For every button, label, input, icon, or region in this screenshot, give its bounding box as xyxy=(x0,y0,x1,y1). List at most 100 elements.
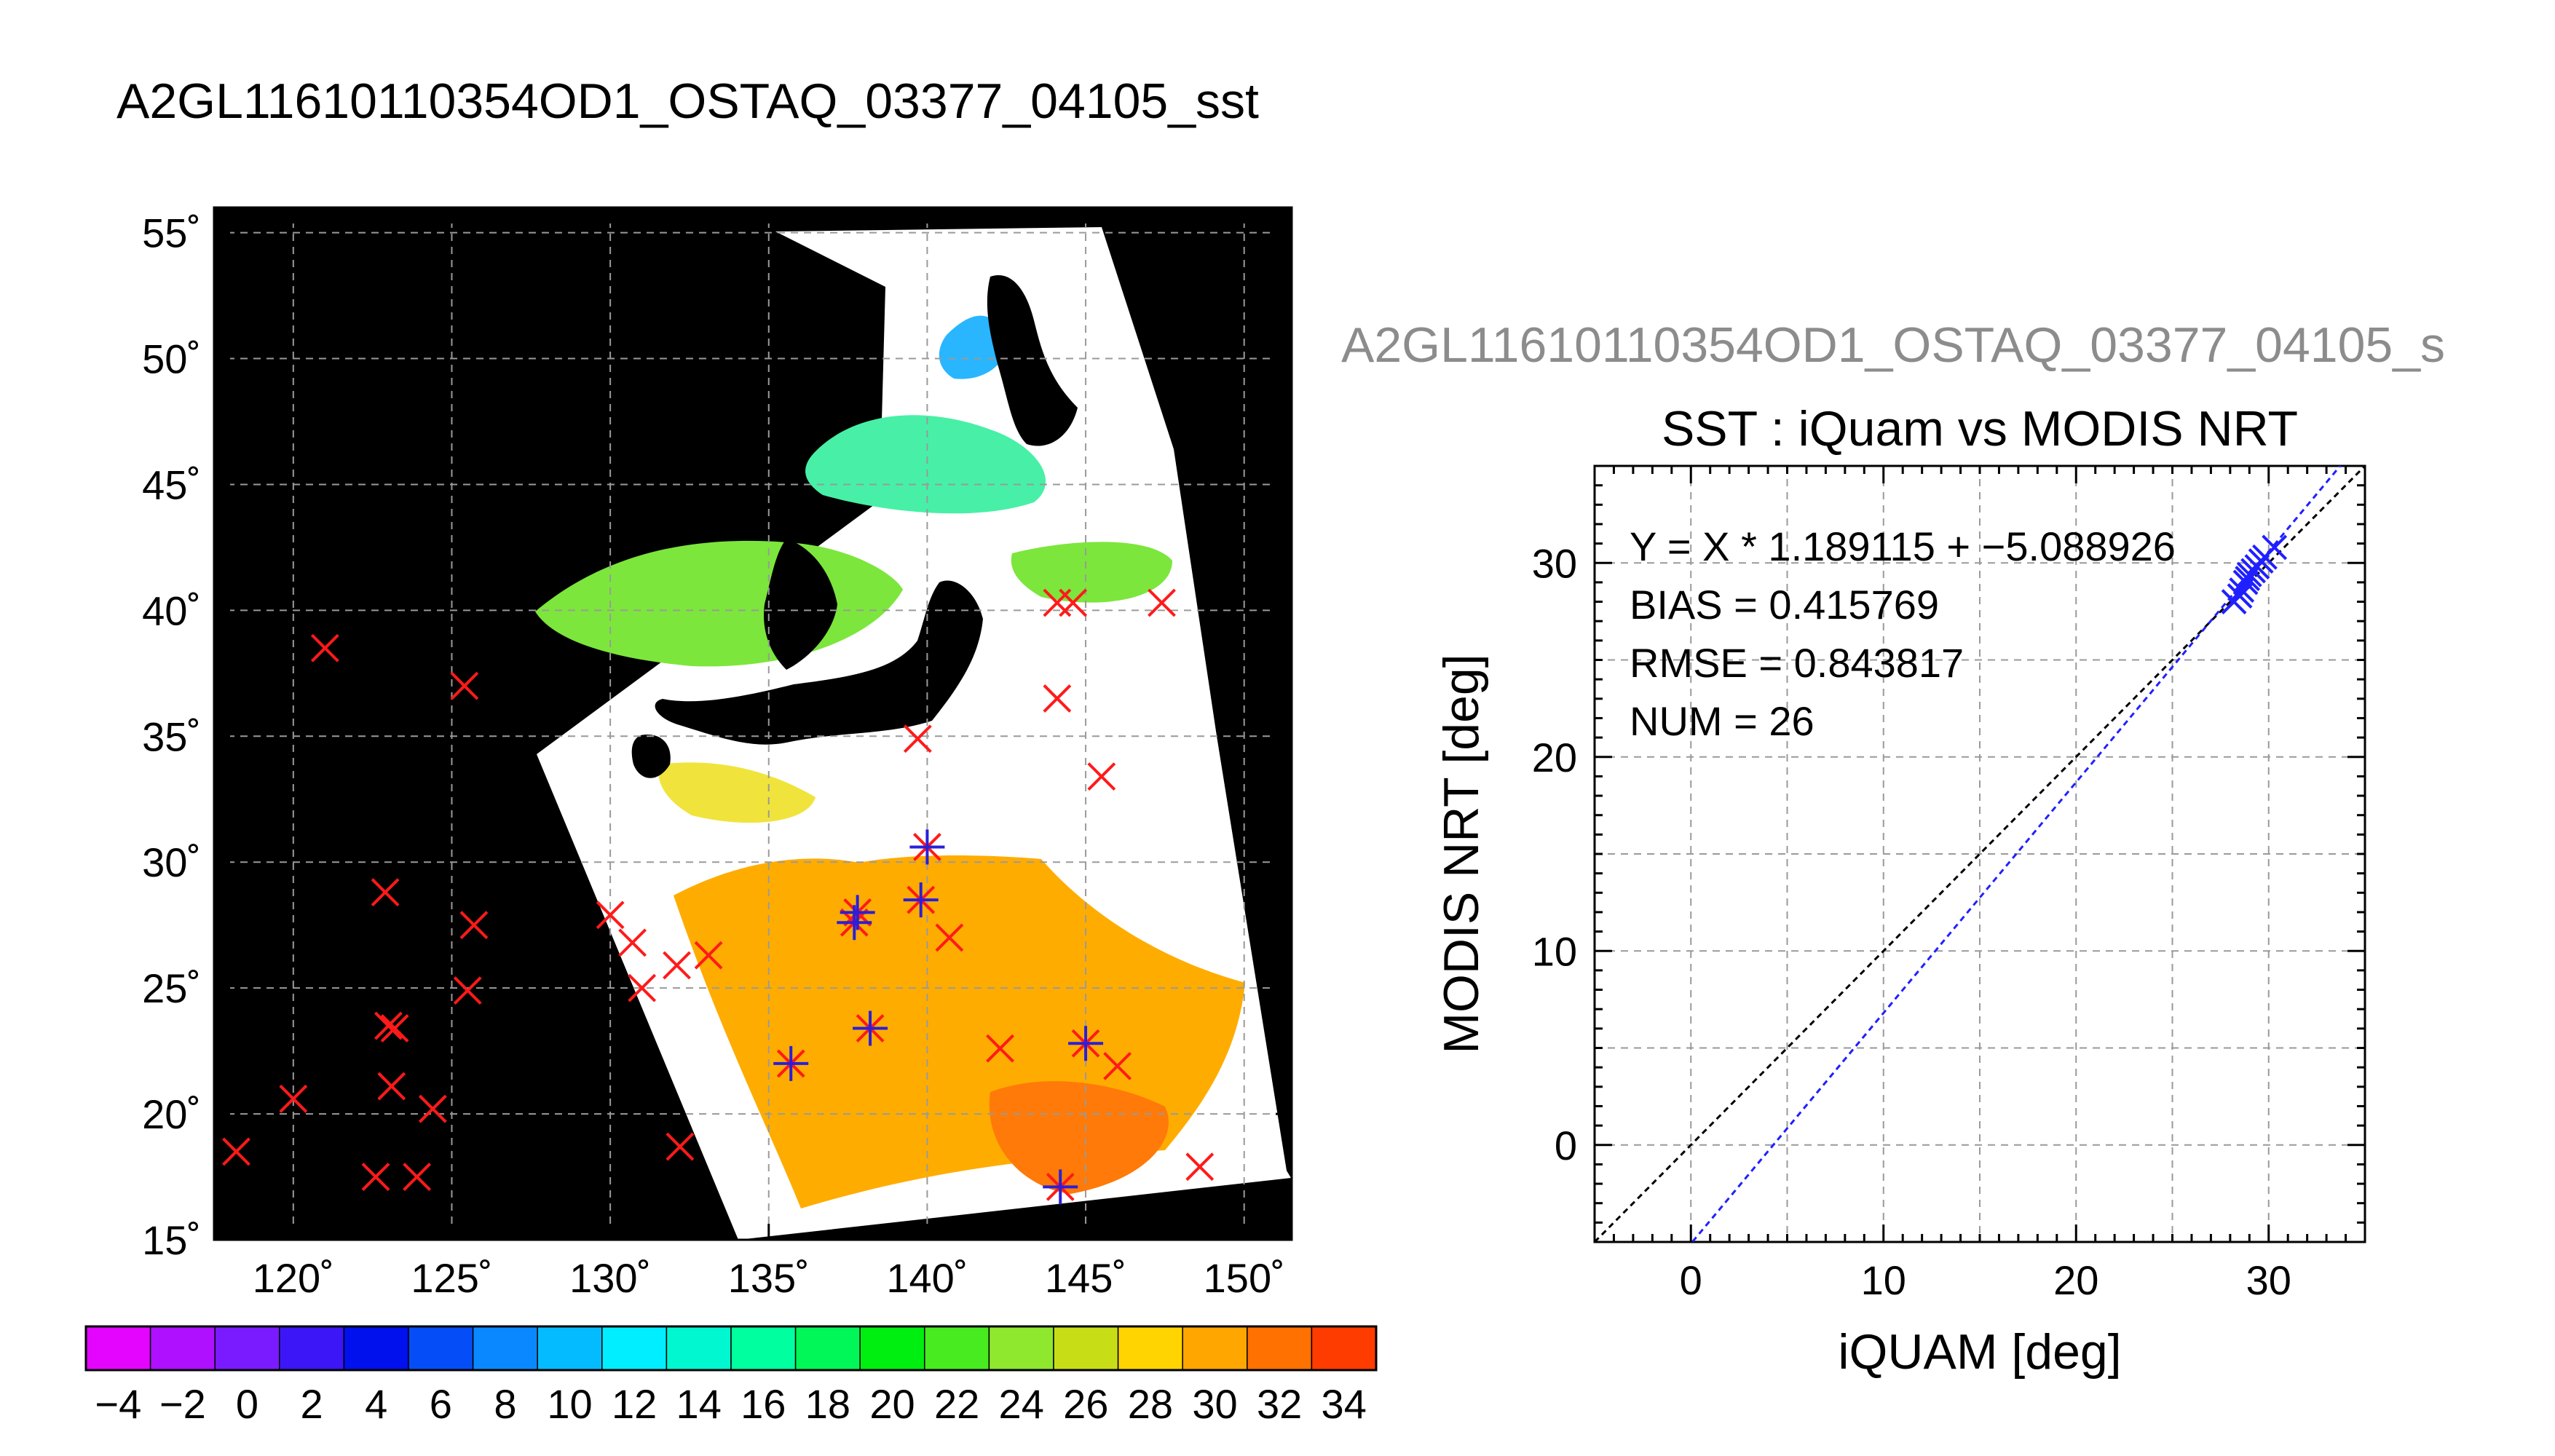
fit-equation: Y = X * 1.189115 + −5.088926 xyxy=(1630,523,2176,569)
scatter-point xyxy=(2262,534,2288,561)
colorbar-cell xyxy=(1247,1326,1313,1371)
map-marker-x xyxy=(628,973,657,1002)
map-marker-plus xyxy=(773,1045,809,1081)
land-hokkaido xyxy=(987,275,1078,446)
colorbar-cell xyxy=(214,1326,280,1371)
map-marker-x xyxy=(380,1014,409,1042)
map-tick-label-x: 130˚ xyxy=(569,1255,651,1301)
colorbar-tick-label: 32 xyxy=(1257,1381,1302,1427)
map-tick-label-y: 55˚ xyxy=(142,210,201,256)
colorbar-tick-label: 0 xyxy=(236,1381,258,1427)
map-tick-label-y: 35˚ xyxy=(142,713,201,759)
sst-patch-temperate-east xyxy=(1011,542,1172,603)
map-tick-label-x: 120˚ xyxy=(253,1255,334,1301)
map-marker-x xyxy=(935,923,964,952)
scatter-tick-label-x: 10 xyxy=(1861,1257,1906,1303)
land-kyushu xyxy=(631,735,671,778)
colorbar-tick-label: 16 xyxy=(741,1381,786,1427)
land-sakhalin xyxy=(829,328,866,399)
scatter-title: SST : iQuam vs MODIS NRT xyxy=(1662,401,2298,456)
map-marker-x xyxy=(403,1163,432,1191)
colorbar-cell xyxy=(279,1326,345,1371)
colorbar-tick-label: 18 xyxy=(805,1381,850,1427)
colorbar-cell xyxy=(730,1326,797,1371)
map-marker-x xyxy=(986,1034,1014,1063)
sst-patch-subarctic xyxy=(939,315,1006,379)
land-honshu xyxy=(655,580,983,745)
land-masses xyxy=(631,275,1078,778)
map-marker-x xyxy=(666,1132,695,1161)
colorbar-cell xyxy=(85,1326,151,1371)
bias-stat: BIAS = 0.415769 xyxy=(1630,582,1939,628)
map-marker-plus xyxy=(1043,1169,1078,1205)
colorbar-tick-label: −2 xyxy=(159,1381,206,1427)
map-marker-x xyxy=(903,724,932,753)
map-marker-x xyxy=(222,1137,250,1166)
map-marker-x xyxy=(377,1072,406,1101)
map-tick-label-x: 145˚ xyxy=(1045,1255,1126,1301)
map-marker-x xyxy=(450,671,479,700)
map-tick-label-y: 50˚ xyxy=(142,336,201,382)
map-markers xyxy=(222,588,1215,1205)
map-axis-ticks: 120˚ 125˚ 130˚ 135˚ 140˚ 145˚ 150˚ 15˚ 20˚ 25˚ 30˚… xyxy=(142,207,1292,1301)
map-marker-x xyxy=(361,1163,390,1191)
colorbar-tick-label: 10 xyxy=(547,1381,592,1427)
secondary-title: A2GL11610110354OD1_OSTAQ_03377_04105_s xyxy=(1341,317,2445,373)
colorbar-cell xyxy=(1117,1326,1183,1371)
colorbar-tick-label: 2 xyxy=(301,1381,323,1427)
scatter-annotations: Y = X * 1.189115 + −5.088926 BIAS = 0.41… xyxy=(1630,523,2176,744)
map-tick-label-y: 30˚ xyxy=(142,839,201,885)
colorbar-cell xyxy=(343,1326,409,1371)
colorbar-cell xyxy=(859,1326,925,1371)
scatter-point xyxy=(2227,583,2253,609)
scatter-tick-label-y: 10 xyxy=(1532,928,1577,974)
map-marker-x xyxy=(1185,1152,1215,1182)
colorbar-cell xyxy=(149,1326,216,1371)
map-marker-plus xyxy=(1068,1026,1104,1061)
x-axis-label: iQUAM [deg] xyxy=(1838,1324,2121,1380)
scatter-tick-label-x: 30 xyxy=(2246,1257,2291,1303)
scatter-tick-label-y: 30 xyxy=(1532,540,1577,586)
map-marker-x xyxy=(618,928,647,957)
colorbar-tick-label: 28 xyxy=(1128,1381,1173,1427)
scatter-tick-label-x: 20 xyxy=(2053,1257,2098,1303)
map-marker-x xyxy=(1103,1051,1132,1080)
colorbar-tick-label: −4 xyxy=(95,1381,141,1427)
map-tick-label-y: 25˚ xyxy=(142,965,201,1011)
num-stat: NUM = 26 xyxy=(1630,698,1814,744)
scatter-tick-label-x: 0 xyxy=(1680,1257,1702,1303)
colorbar-tick-label: 34 xyxy=(1322,1381,1367,1427)
map-marker-x xyxy=(374,1011,403,1040)
map-marker-plus xyxy=(837,905,872,941)
colorbar-cell xyxy=(1053,1326,1119,1371)
colorbar-cell xyxy=(794,1326,861,1371)
colorbar-tick-label: 20 xyxy=(869,1381,915,1427)
colorbar-frame xyxy=(84,1325,1378,1372)
colorbar-cell xyxy=(988,1326,1054,1371)
map-tick-label-x: 125˚ xyxy=(411,1255,492,1301)
map-marker-x xyxy=(371,878,400,907)
scatter-panel: SST : iQuam vs MODIS NRT 0 10 20 300102030 … xyxy=(1434,401,2366,1380)
map-grid xyxy=(214,207,1292,1241)
sst-patch-tropical xyxy=(989,1081,1169,1194)
main-title: A2GL11610110354OD1_OSTAQ_03377_04105_sst xyxy=(117,74,1259,129)
map-marker-x xyxy=(310,633,339,662)
colorbar-cell xyxy=(666,1326,732,1371)
sst-patch-warm xyxy=(658,762,816,823)
colorbar-tick-label: 22 xyxy=(934,1381,979,1427)
colorbar-tick-label: 14 xyxy=(676,1381,722,1427)
colorbar-cell xyxy=(924,1326,990,1371)
map-marker-plus xyxy=(903,882,939,918)
map-marker-x xyxy=(694,941,723,970)
colorbar-cell xyxy=(472,1326,538,1371)
map-marker-plus xyxy=(840,895,875,930)
map-tick-label-y: 40˚ xyxy=(142,587,201,633)
map-marker-x xyxy=(418,1094,447,1123)
scatter-tick-label-y: 20 xyxy=(1532,735,1577,780)
map-marker-x xyxy=(1148,588,1176,617)
colorbar-tick-label: 4 xyxy=(365,1381,387,1427)
map-tick-label-x: 135˚ xyxy=(728,1255,810,1301)
scatter-points xyxy=(2221,534,2288,614)
scatter-grid xyxy=(1595,466,2365,1242)
